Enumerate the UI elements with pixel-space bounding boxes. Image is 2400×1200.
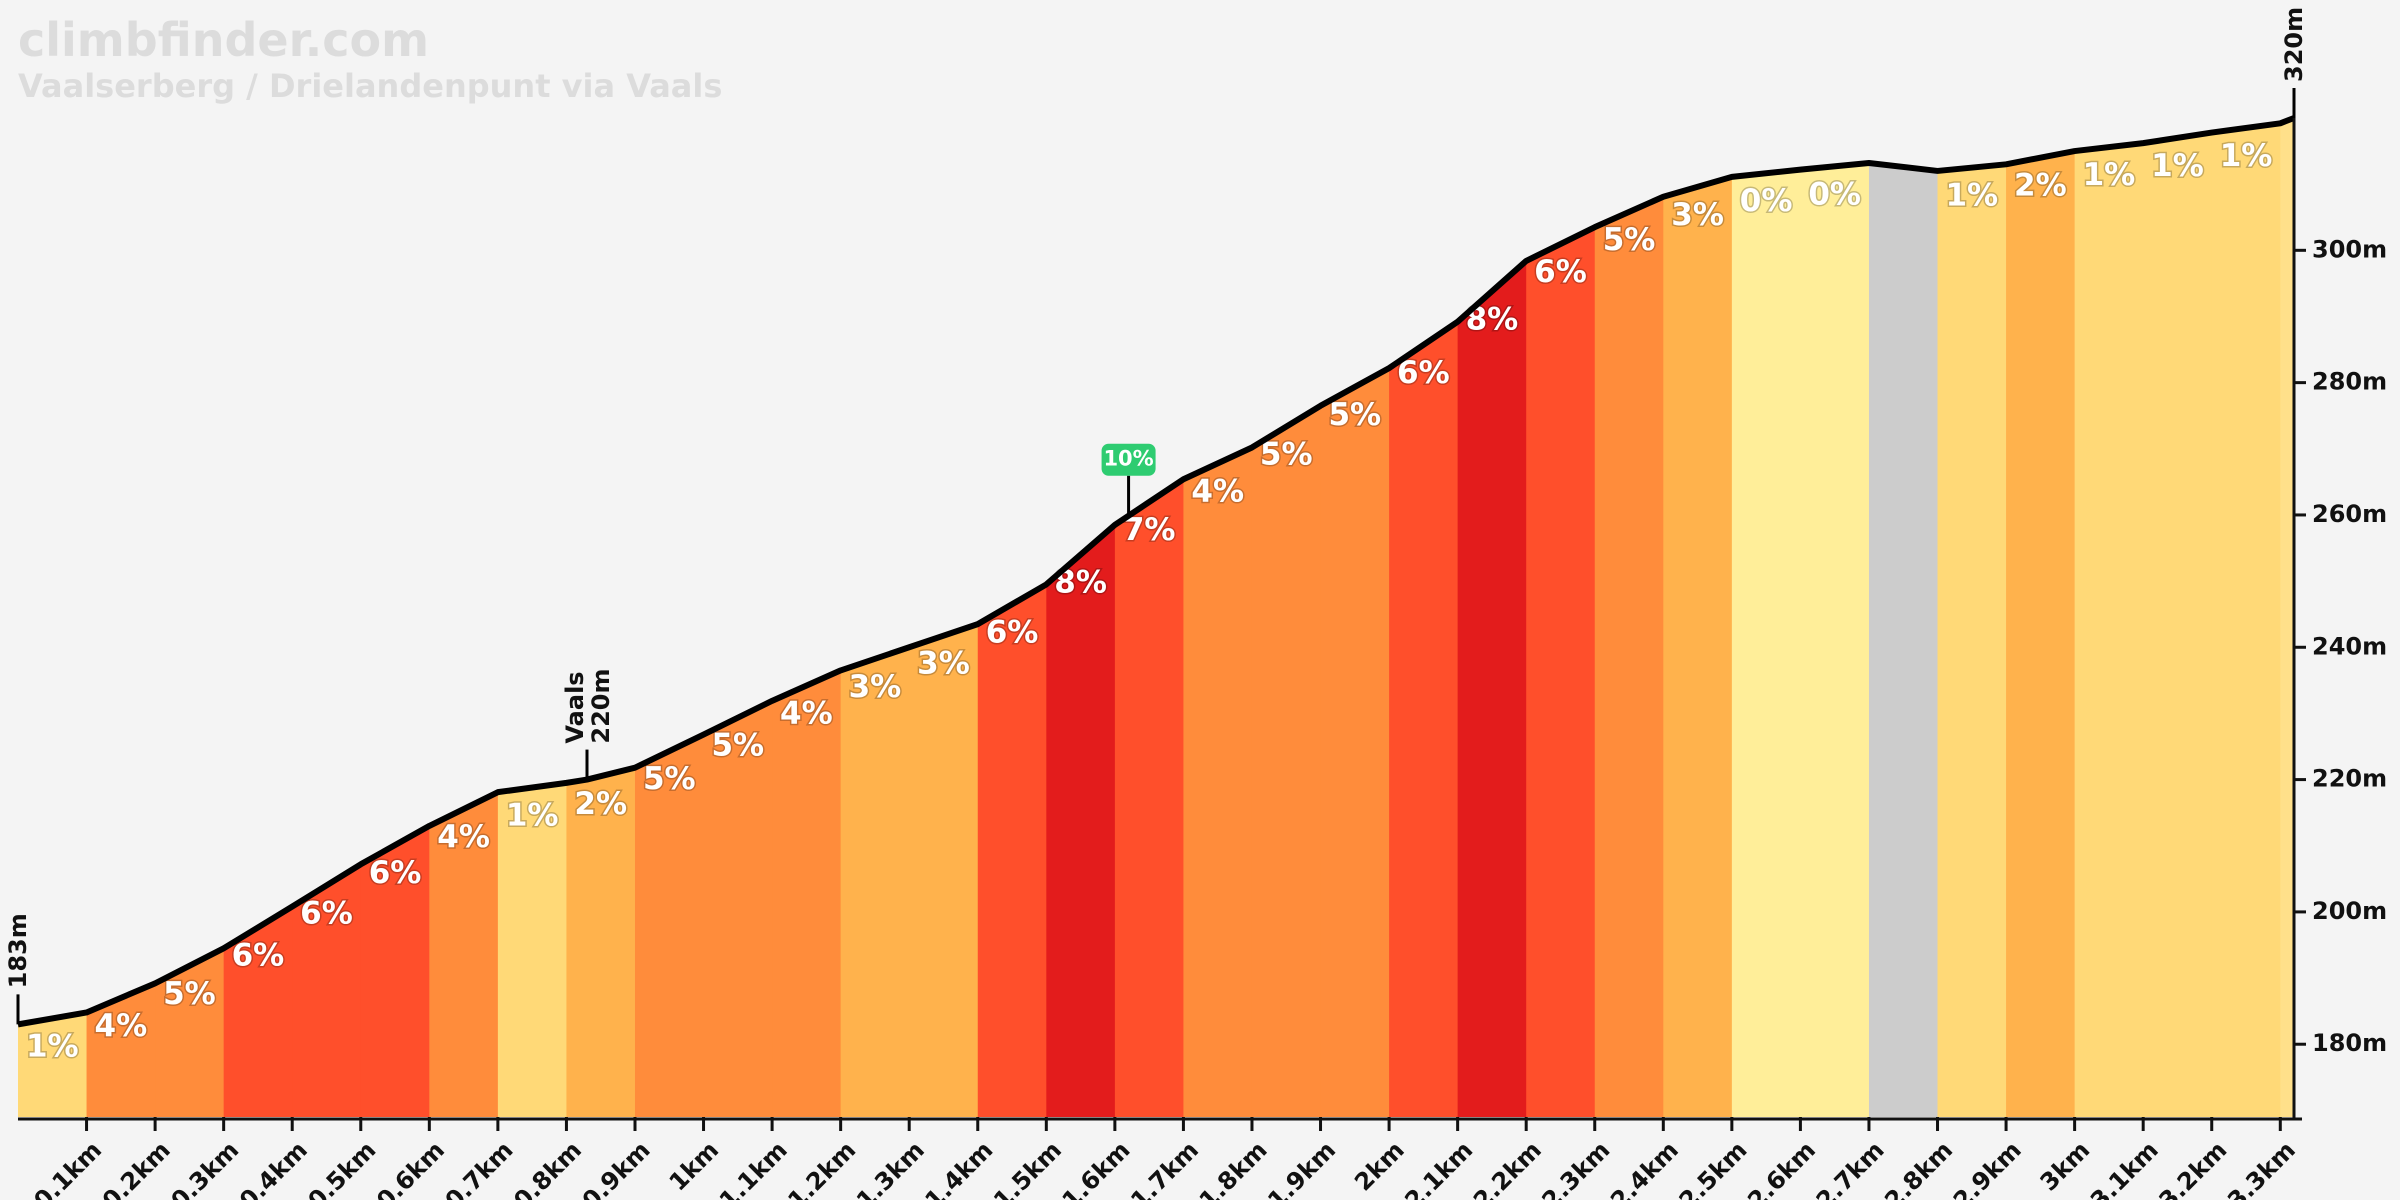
gradient-segment: [2280, 118, 2294, 1117]
gradient-label: 1%: [1945, 178, 1998, 214]
gradient-label: 6%: [1534, 254, 1587, 290]
gradient-segment: [1800, 118, 1870, 1117]
gradient-label: 2%: [574, 786, 627, 822]
max-gradient-badge: [1101, 443, 1156, 476]
gradient-label: 6%: [986, 614, 1039, 650]
chart-title: climbfinder.com: [18, 13, 429, 67]
gradient-segment: [1937, 118, 2007, 1117]
annotation-label: Vaals: [561, 671, 589, 743]
annotation-value: 320m: [2280, 7, 2308, 82]
gradient-label: 4%: [1191, 473, 1244, 509]
gradient-label: 5%: [711, 728, 764, 764]
gradient-label: 1%: [2083, 157, 2136, 193]
gradient-label: 6%: [232, 937, 285, 973]
gradient-label: 6%: [300, 895, 353, 931]
gradient-label: 3%: [1671, 197, 1724, 233]
y-tick-label: 280m: [2312, 368, 2387, 396]
gradient-segment: [2074, 118, 2144, 1117]
gradient-label: 1%: [506, 798, 559, 834]
y-tick-label: 220m: [2312, 765, 2387, 793]
gradient-label: 5%: [643, 761, 696, 797]
gradient-label: 5%: [163, 976, 216, 1012]
y-tick-label: 200m: [2312, 897, 2387, 925]
annotation-value: 220m: [587, 668, 615, 743]
chart-subtitle: Vaalserberg / Drielandenpunt via Vaals: [18, 67, 722, 105]
gradient-label: 5%: [1260, 437, 1313, 473]
gradient-segment: [2211, 118, 2281, 1117]
profile-line: [17, 115, 2296, 1028]
gradient-segment: [1663, 118, 1733, 1117]
gradient-segment: [1526, 118, 1596, 1117]
gradient-segment: [2143, 118, 2213, 1117]
y-tick-label: 300m: [2312, 235, 2387, 263]
gradient-label: 3%: [917, 646, 970, 682]
gradient-label: 1%: [2220, 138, 2273, 174]
gradient-segment: [1594, 118, 1664, 1117]
max-gradient-label: 10%: [1103, 447, 1153, 471]
gradient-label: 4%: [95, 1008, 148, 1044]
gradient-segment: [1731, 118, 1801, 1117]
gradient-label: 0%: [1808, 176, 1861, 212]
y-tick-label: 240m: [2312, 632, 2387, 660]
gradient-label: 5%: [1328, 397, 1381, 433]
annotation-value: 183m: [4, 913, 32, 988]
gradient-label: 5%: [1603, 222, 1656, 258]
gradient-label: 6%: [1397, 355, 1450, 391]
gradient-segment: [2006, 118, 2076, 1117]
gradient-label: 6%: [369, 855, 422, 891]
gradient-label: 7%: [1123, 512, 1176, 548]
gradient-label: 2%: [2014, 168, 2067, 204]
gradient-label: 1%: [26, 1028, 79, 1064]
gradient-segment: [1868, 118, 1939, 1117]
y-tick-label: 180m: [2312, 1029, 2387, 1057]
gradient-label: 1%: [2151, 148, 2204, 184]
gradient-label: 4%: [437, 819, 490, 855]
gradient-label: 0%: [1740, 183, 1793, 219]
gradient-label: 4%: [780, 696, 833, 732]
y-tick-label: 260m: [2312, 500, 2387, 528]
gradient-label: 3%: [849, 669, 902, 705]
